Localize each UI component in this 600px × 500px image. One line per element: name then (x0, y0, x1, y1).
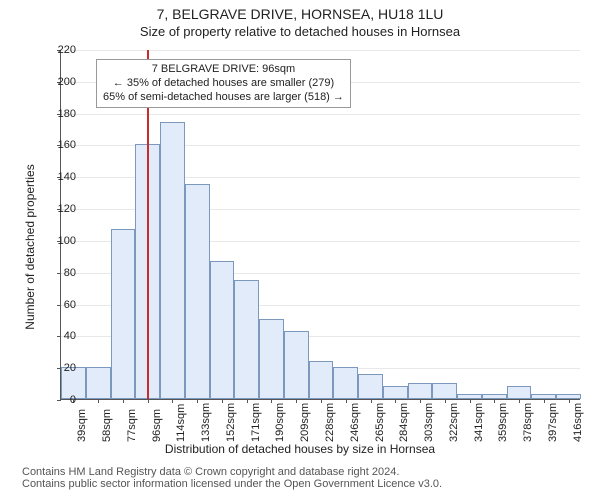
xtick-label: 322sqm (448, 403, 460, 442)
xtick-mark (371, 399, 372, 403)
xtick-label: 246sqm (349, 403, 361, 442)
xtick-mark (247, 399, 248, 403)
bar (111, 229, 136, 399)
bar (160, 122, 185, 399)
attribution-line1: Contains HM Land Registry data © Crown c… (22, 466, 442, 478)
annotation-line: ← 35% of detached houses are smaller (27… (103, 77, 344, 91)
bar (259, 319, 284, 399)
bar (309, 361, 334, 399)
xtick-mark (197, 399, 198, 403)
ytick-label: 200 (48, 76, 76, 88)
xtick-mark (519, 399, 520, 403)
bar (284, 331, 309, 399)
xtick-mark (222, 399, 223, 403)
xtick-label: 39sqm (76, 409, 88, 442)
annotation-line: 65% of semi-detached houses are larger (… (103, 91, 344, 105)
ytick-label: 20 (48, 362, 76, 374)
bar (234, 280, 259, 399)
xtick-mark (544, 399, 545, 403)
xtick-label: 284sqm (398, 403, 410, 442)
ytick-label: 60 (48, 299, 76, 311)
xtick-mark (420, 399, 421, 403)
bar (408, 383, 433, 399)
xtick-label: 265sqm (374, 403, 386, 442)
xtick-label: 171sqm (250, 403, 262, 442)
xtick-label: 190sqm (274, 403, 286, 442)
xtick-mark (395, 399, 396, 403)
xtick-label: 341sqm (473, 403, 485, 442)
xtick-label: 77sqm (126, 409, 138, 442)
xtick-label: 58sqm (101, 409, 113, 442)
xtick-label: 152sqm (225, 403, 237, 442)
bar (185, 184, 210, 399)
xtick-mark (296, 399, 297, 403)
y-axis-label: Number of detached properties (23, 117, 37, 377)
xtick-mark (470, 399, 471, 403)
xtick-mark (148, 399, 149, 403)
xtick-label: 114sqm (175, 404, 187, 442)
xtick-label: 416sqm (572, 403, 584, 442)
xtick-mark (494, 399, 495, 403)
ytick-label: 80 (48, 267, 76, 279)
xtick-mark (569, 399, 570, 403)
ytick-label: 180 (48, 108, 76, 120)
xtick-mark (98, 399, 99, 403)
xtick-mark (172, 399, 173, 403)
xtick-label: 228sqm (324, 403, 336, 442)
xtick-label: 209sqm (299, 403, 311, 442)
xtick-mark (445, 399, 446, 403)
bar (432, 383, 457, 399)
attribution-text: Contains HM Land Registry data © Crown c… (22, 466, 442, 490)
ytick-label: 140 (48, 171, 76, 183)
xtick-label: 133sqm (200, 403, 212, 442)
ytick-label: 160 (48, 139, 76, 151)
xtick-mark (271, 399, 272, 403)
xtick-mark (321, 399, 322, 403)
bar (210, 261, 235, 399)
ytick-label: 100 (48, 235, 76, 247)
x-axis-label: Distribution of detached houses by size … (0, 442, 600, 456)
bar (358, 374, 383, 399)
xtick-mark (346, 399, 347, 403)
annotation-line: 7 BELGRAVE DRIVE: 96sqm (103, 63, 344, 77)
ytick-label: 40 (48, 330, 76, 342)
bar (333, 367, 358, 399)
xtick-label: 397sqm (547, 403, 559, 442)
xtick-label: 303sqm (423, 403, 435, 442)
ytick-label: 0 (48, 394, 76, 406)
chart-title-line1: 7, BELGRAVE DRIVE, HORNSEA, HU18 1LU (0, 6, 600, 22)
annotation-box: 7 BELGRAVE DRIVE: 96sqm← 35% of detached… (96, 59, 351, 108)
grid-line (61, 50, 580, 51)
xtick-label: 378sqm (522, 403, 534, 442)
ytick-label: 220 (48, 44, 76, 56)
bar (383, 386, 408, 399)
bar (86, 367, 111, 399)
attribution-line2: Contains public sector information licen… (22, 478, 442, 490)
bar (507, 386, 532, 399)
chart-title-line2: Size of property relative to detached ho… (0, 24, 600, 39)
xtick-mark (123, 399, 124, 403)
xtick-label: 96sqm (151, 409, 163, 442)
xtick-label: 359sqm (497, 403, 509, 442)
ytick-label: 120 (48, 203, 76, 215)
grid-line (61, 114, 580, 115)
